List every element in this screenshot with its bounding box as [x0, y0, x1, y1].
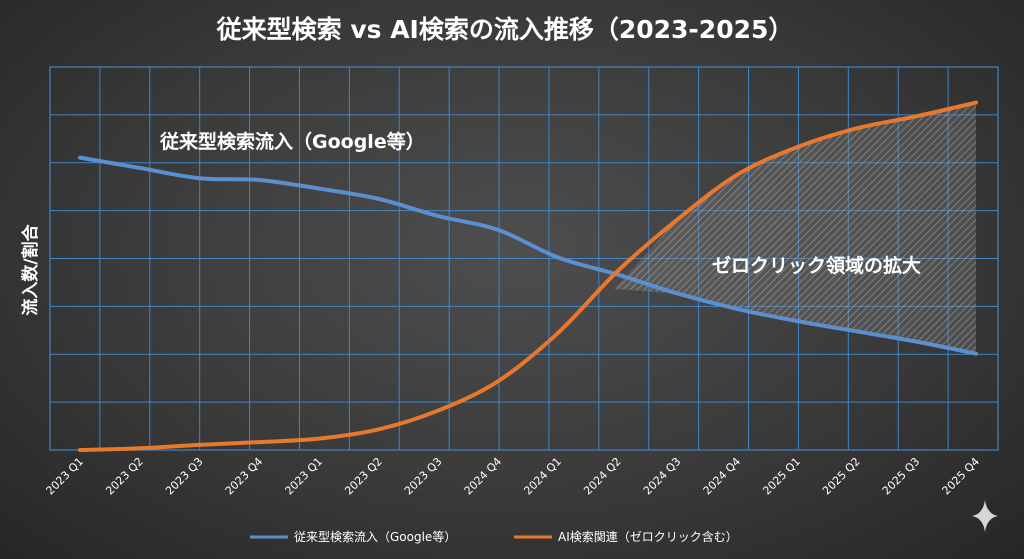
zero-click-shaded-area — [614, 102, 976, 354]
x-tick-label: 2024 Q2 — [581, 455, 624, 498]
series-line-ai — [78, 100, 978, 452]
sparkle-icon — [972, 500, 998, 532]
x-tick-label: 2023 Q2 — [103, 455, 146, 498]
legend-label-traditional: 従来型検索流入（Google等） — [294, 530, 456, 544]
series-line-traditional — [78, 155, 978, 356]
x-tick-label: 2024 Q3 — [641, 455, 684, 498]
x-tick-label: 2025 Q1 — [760, 455, 803, 498]
x-tick-label: 2023 Q3 — [402, 455, 445, 498]
x-tick-labels: 2023 Q1 2023 Q2 2023 Q3 2023 Q4 2023 Q1 2023 … — [44, 455, 983, 498]
x-tick-label: 2023 Q3 — [163, 455, 206, 498]
x-tick-label: 2024 Q4 — [701, 455, 744, 498]
legend-label-ai: AI検索関連（ゼロクリック含む） — [558, 529, 738, 544]
x-tick-label: 2025 Q3 — [880, 455, 923, 498]
chart-title: 従来型検索 vs AI検索の流入推移（2023-2025） — [216, 15, 794, 44]
traditional-series-annotation: 従来型検索流入（Google等） — [159, 130, 425, 153]
x-tick-label: 2023 Q4 — [223, 455, 266, 498]
y-axis-label: 流入数/割合 — [20, 223, 41, 315]
x-tick-label: 2023 Q2 — [342, 455, 385, 498]
x-tick-label: 2024 Q1 — [521, 455, 564, 498]
x-tick-label: 2025 Q4 — [940, 455, 983, 498]
x-tick-label: 2025 Q2 — [820, 455, 863, 498]
zero-click-annotation: ゼロクリック領域の拡大 — [712, 254, 921, 277]
x-tick-label: 2023 Q1 — [44, 455, 87, 498]
legend: 従来型検索流入（Google等） AI検索関連（ゼロクリック含む） — [250, 529, 738, 544]
x-tick-label: 2023 Q1 — [283, 455, 326, 498]
x-tick-label: 2024 Q4 — [462, 455, 505, 498]
series-lines — [78, 100, 978, 452]
